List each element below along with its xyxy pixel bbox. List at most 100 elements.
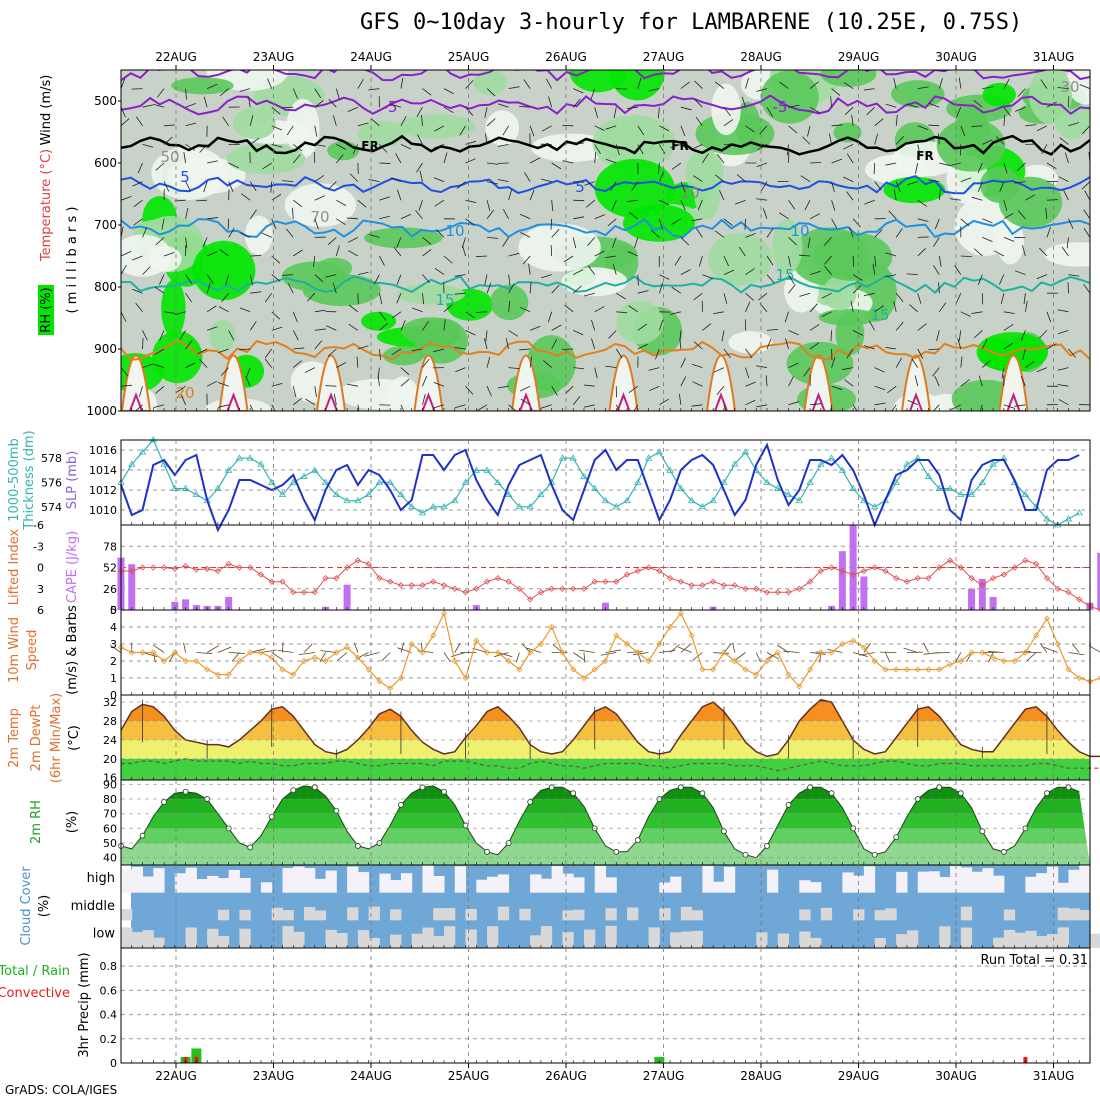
- wind-barb: [435, 229, 445, 238]
- wind-speed-point: [473, 637, 480, 644]
- wind-barb: [995, 136, 1005, 145]
- thickness-point: [1075, 509, 1083, 516]
- thickness-point: [451, 496, 459, 504]
- wind-barb: [1067, 282, 1069, 294]
- lifted-index-point: [968, 575, 975, 582]
- pressure-tick: 600: [94, 156, 117, 170]
- lifted-index-point: [925, 575, 932, 582]
- wind-barb: [659, 125, 670, 132]
- cloud-cell: [239, 878, 251, 893]
- wind-barb: [874, 305, 885, 313]
- thickness-point: [300, 472, 308, 479]
- wind-barb: [671, 286, 682, 294]
- wind-barb: [680, 181, 686, 192]
- wind-barb: [529, 325, 541, 331]
- wind-speed-point: [903, 666, 911, 673]
- rh-blob: [284, 183, 357, 227]
- wind-barb: [486, 282, 492, 294]
- wind-barb: [766, 255, 774, 266]
- wind-barb: [132, 288, 143, 294]
- wind-barb: [1025, 194, 1036, 201]
- wind-barb: [637, 77, 642, 89]
- wind-barb: [1057, 309, 1069, 313]
- rh2m-point: [419, 784, 426, 791]
- wind-barb: [400, 115, 407, 126]
- wind-barb: [396, 237, 402, 248]
- wind-barb: [379, 255, 385, 266]
- wind-barb: [1003, 212, 1014, 220]
- wind-barb: [866, 106, 875, 116]
- rh2m-point: [807, 784, 813, 791]
- wind-barb: [379, 144, 388, 153]
- wind-barb: [1022, 245, 1026, 257]
- wind-barb: [864, 345, 875, 350]
- lifted-index-point: [182, 563, 189, 570]
- cloud-cell: [519, 908, 531, 921]
- wind-barb: [292, 88, 298, 99]
- wind-barb: [121, 107, 126, 118]
- wind-barb: [346, 217, 358, 220]
- wind-barb: [497, 179, 509, 182]
- cloud-cell: [767, 869, 779, 893]
- thickness-point: [591, 484, 599, 491]
- wind-barb: [938, 282, 940, 294]
- cloud-cell: [282, 926, 294, 948]
- wind-barb: [1064, 152, 1069, 164]
- wind-barb: [719, 190, 725, 201]
- surface-wind-barb: [515, 652, 520, 663]
- lifted-index-point: [914, 575, 921, 582]
- surface-wind-barb: [153, 644, 165, 653]
- wind-barb: [788, 125, 798, 134]
- wind-barb: [352, 144, 359, 155]
- cloud-cell: [390, 909, 402, 921]
- wind-speed-point: [796, 683, 803, 690]
- wind-speed-point: [247, 649, 254, 656]
- cloud-cell: [444, 926, 456, 948]
- wind-barb: [1089, 256, 1090, 257]
- date-tick-top: 31AUG: [1033, 50, 1075, 64]
- lifted-index-point: [430, 578, 437, 585]
- cloud-cell: [777, 933, 790, 948]
- wind-barb: [239, 307, 251, 313]
- wind-speed-point: [408, 640, 415, 648]
- wind-barb: [1025, 124, 1037, 127]
- wind-barb: [157, 88, 165, 98]
- wind-barb: [422, 358, 430, 368]
- cloud-cell: [1025, 930, 1037, 948]
- wind-barb: [852, 255, 855, 268]
- lifted-index-point: [268, 578, 275, 585]
- lifted-index-point: [688, 582, 695, 589]
- cloud-cell: [540, 878, 553, 893]
- wind-barb: [917, 86, 929, 89]
- wind-barb: [249, 274, 254, 286]
- wind-barb: [379, 196, 390, 201]
- wind-barb: [348, 250, 359, 257]
- cloud-cell: [433, 908, 445, 921]
- wind-speed-point: [527, 649, 534, 656]
- wind-barb: [520, 398, 531, 406]
- lifted-index-point: [376, 575, 383, 582]
- precip-total-bar: [191, 1048, 202, 1063]
- rh2m-point: [354, 843, 361, 849]
- thickness-point: [1043, 515, 1051, 522]
- run-total-label: Run Total = 0.31: [980, 953, 1088, 968]
- wind-barb: [225, 274, 230, 286]
- wind-barb: [831, 218, 838, 229]
- wind-barb: [497, 144, 509, 147]
- wind-barb: [932, 404, 940, 411]
- cloud-cell: [347, 866, 359, 893]
- surface-wind-barb: [228, 652, 245, 654]
- wind-barb: [419, 170, 423, 182]
- wind-barb: [741, 96, 746, 108]
- wind-barb: [293, 249, 303, 257]
- lifted-index-point: [936, 564, 943, 571]
- wind-barb: [998, 274, 1005, 285]
- wind-barb: [357, 345, 369, 350]
- lifted-index-tick: 0: [37, 562, 44, 575]
- wind-barb: [1089, 107, 1090, 108]
- wind-barb: [971, 196, 983, 201]
- wind-barb: [314, 175, 325, 182]
- wind-barb: [551, 339, 558, 350]
- wind-barb: [779, 81, 789, 89]
- wind-barb: [434, 267, 445, 275]
